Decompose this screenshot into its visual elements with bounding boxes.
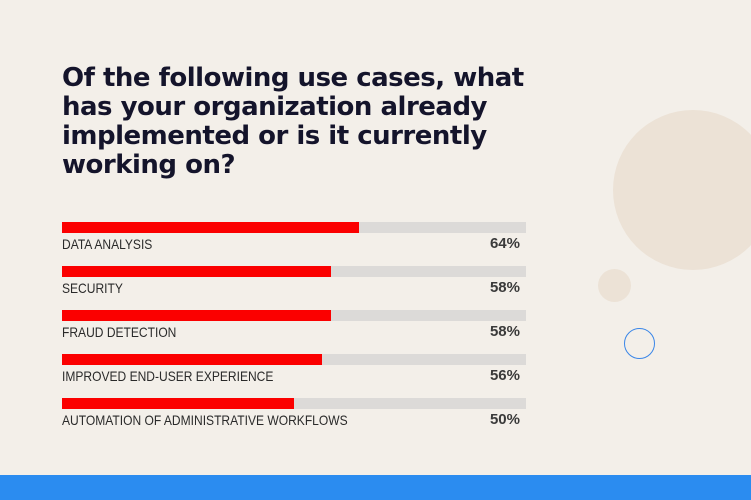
bar-row: DATA ANALYSIS 64% <box>62 222 526 266</box>
decorative-ring <box>624 328 655 359</box>
decorative-circle-large <box>613 110 751 270</box>
category-label: SECURITY <box>62 280 123 296</box>
category-label: IMPROVED END-USER EXPERIENCE <box>62 368 274 384</box>
bar-track <box>62 398 526 409</box>
value-label: 58% <box>489 323 520 340</box>
bar-row: SECURITY 58% <box>62 266 526 310</box>
bar-track <box>62 354 526 365</box>
bar-track <box>62 222 526 233</box>
bar-track <box>62 310 526 321</box>
bar-row: AUTOMATION OF ADMINISTRATIVE WORKFLOWS 50… <box>62 398 526 442</box>
value-label: 58% <box>489 279 520 296</box>
bar <box>62 310 332 321</box>
footer-bar <box>0 475 751 500</box>
value-label: 64% <box>489 235 520 252</box>
bar-row: FRAUD DETECTION 58% <box>62 310 526 354</box>
bar <box>62 398 294 409</box>
bar-row: IMPROVED END-USER EXPERIENCE 56% <box>62 354 526 398</box>
bar <box>62 354 322 365</box>
value-label: 50% <box>489 411 520 428</box>
chart-title: Of the following use cases, what has you… <box>62 63 524 180</box>
value-label: 56% <box>489 367 520 384</box>
category-label: AUTOMATION OF ADMINISTRATIVE WORKFLOWS <box>62 412 348 428</box>
category-label: DATA ANALYSIS <box>62 236 153 252</box>
category-label: FRAUD DETECTION <box>62 324 177 340</box>
decorative-circle-small <box>598 269 631 302</box>
bar <box>62 222 359 233</box>
bar <box>62 266 332 277</box>
bar-track <box>62 266 526 277</box>
bar-chart: DATA ANALYSIS 64% SECURITY 58% FRAUD DETECTI… <box>62 222 526 442</box>
